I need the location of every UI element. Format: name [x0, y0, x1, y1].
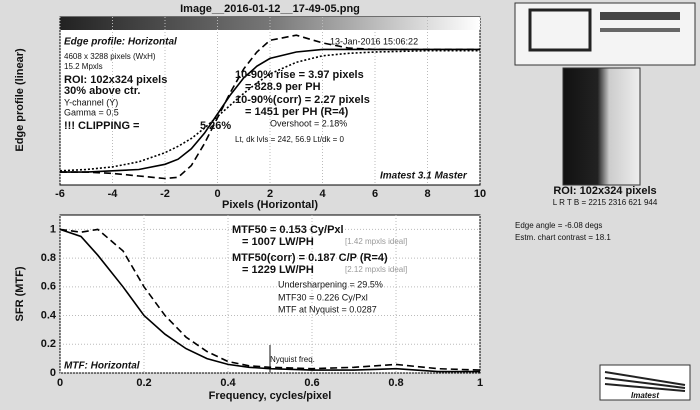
annotation: 15.2 Mpxls	[64, 62, 103, 71]
y-axis-label: Edge profile (linear)	[14, 48, 26, 152]
annotation: 4608 x 3288 pixels (WxH)	[64, 52, 156, 61]
thumbnail-pattern	[600, 12, 680, 20]
y-tick-label: 0.8	[41, 252, 56, 264]
x-tick-label: 8	[424, 188, 430, 200]
y-tick-label: 0.2	[41, 338, 56, 350]
x-tick-label: 0.2	[136, 377, 151, 389]
lrtb-label: L R T B = 2215 2316 621 944	[553, 198, 658, 207]
logo-text: Imatest	[631, 391, 659, 400]
annotation: !!! CLIPPING =	[64, 120, 139, 132]
annotation: Edge profile: Horizontal	[64, 37, 177, 48]
x-tick-label: -6	[55, 188, 65, 200]
annotation: 5.26%	[200, 120, 231, 132]
annotation: Lt, dk lvls = 242, 56.9 Lt/dk = 0	[235, 135, 345, 144]
x-tick-label: 0	[57, 377, 63, 389]
annotation: Gamma = 0.5	[64, 107, 119, 117]
annotation: = 1229 LW/PH	[242, 264, 314, 276]
roi-label: ROI: 102x324 pixels	[553, 185, 656, 197]
x-axis-label: Pixels (Horizontal)	[222, 199, 318, 211]
y-tick-label: 1	[50, 223, 56, 235]
annotation: 30% above ctr.	[64, 85, 140, 97]
x-tick-label: 10	[474, 188, 486, 200]
annotation: ROI: 102x324 pixels	[64, 74, 167, 86]
x-tick-label: 0.6	[304, 377, 319, 389]
series-line	[59, 228, 480, 373]
annotation: = 1007 LW/PH	[242, 236, 314, 248]
series-line	[59, 228, 481, 371]
annotation: Nyquist freq.	[270, 355, 315, 364]
x-tick-label: -4	[108, 188, 119, 200]
annotation: Imatest 3.1 Master	[380, 171, 468, 182]
annotation: 13-Jan-2016 15:06:22	[330, 36, 418, 46]
x-axis-label: Frequency, cycles/pixel	[209, 390, 332, 402]
chart-contrast: Estm. chart contrast = 18.1	[515, 233, 611, 242]
thumbnail-pattern	[528, 8, 592, 52]
x-tick-label: 0.8	[388, 377, 403, 389]
x-tick-label: -2	[160, 188, 170, 200]
edge-angle: Edge angle = -6.08 degs	[515, 221, 602, 230]
series-line	[60, 48, 480, 173]
x-tick-label: 6	[372, 188, 378, 200]
annotation: MTF50 = 0.153 Cy/Pxl	[232, 224, 344, 236]
x-tick-label: 0.4	[220, 377, 236, 389]
thumbnail-pattern	[600, 28, 680, 32]
annotation: = 828.9 per PH	[245, 81, 321, 93]
annotation: Undersharpening = 29.5%	[278, 279, 383, 289]
annotation: [1.42 mpxls ideal]	[345, 237, 407, 246]
annotation: MTF at Nyquist = 0.0287	[278, 304, 377, 314]
annotation: Y-channel (Y)	[64, 97, 118, 107]
y-tick-label: 0	[50, 367, 56, 379]
annotation: MTF30 = 0.226 Cy/Pxl	[278, 292, 368, 302]
y-tick-label: 0.4	[41, 309, 57, 321]
x-tick-label: 2	[267, 188, 273, 200]
y-tick-label: 0.6	[41, 281, 56, 293]
annotation: = 1451 per PH (R=4)	[245, 106, 349, 118]
annotation: [2.12 mpxls ideal]	[345, 265, 407, 274]
x-tick-label: 0	[214, 188, 220, 200]
annotation: 10-90% rise = 3.97 pixels	[235, 69, 364, 81]
annotation: Overshoot = 2.18%	[270, 118, 347, 128]
x-tick-label: 1	[477, 377, 483, 389]
window-title: Image__2016-01-12__17-49-05.png	[180, 3, 360, 15]
annotation: 10-90%(corr) = 2.27 pixels	[235, 94, 370, 106]
roi-image	[562, 67, 641, 186]
series-line	[60, 34, 480, 180]
annotation: MTF: Horizontal	[64, 361, 140, 372]
logo-graphic	[604, 371, 686, 392]
annotation: MTF50(corr) = 0.187 C/P (R=4)	[232, 252, 388, 264]
y-axis-label: SFR (MTF)	[14, 266, 26, 321]
series-line	[59, 49, 480, 172]
x-tick-label: 4	[319, 188, 326, 200]
